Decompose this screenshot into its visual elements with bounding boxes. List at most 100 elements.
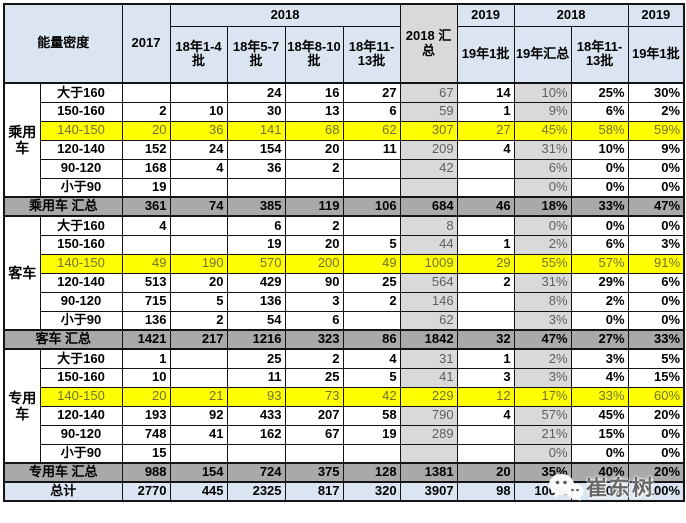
data-cell[interactable]: 2 bbox=[342, 291, 401, 312]
data-cell[interactable]: 30% bbox=[627, 82, 685, 103]
data-cell[interactable]: 42 bbox=[399, 158, 458, 179]
data-cell[interactable]: 433 bbox=[226, 405, 286, 426]
data-cell[interactable]: 162 bbox=[226, 424, 286, 445]
data-cell[interactable] bbox=[169, 177, 228, 198]
data-cell[interactable]: 41 bbox=[399, 367, 458, 388]
data-cell[interactable]: 0% bbox=[627, 443, 685, 464]
data-cell[interactable]: 5 bbox=[342, 234, 401, 255]
data-cell[interactable]: 14 bbox=[456, 82, 515, 103]
data-cell[interactable]: 11 bbox=[342, 139, 401, 160]
data-cell[interactable] bbox=[169, 443, 228, 464]
data-cell[interactable]: 429 bbox=[226, 272, 286, 293]
data-cell[interactable]: 73 bbox=[284, 386, 344, 407]
range-label[interactable]: 大于160 bbox=[39, 82, 123, 103]
data-cell[interactable]: 3% bbox=[513, 310, 572, 331]
summary-cell[interactable]: 20% bbox=[627, 462, 685, 483]
total-cell[interactable]: 320 bbox=[342, 481, 401, 502]
range-label[interactable]: 140-150 bbox=[39, 120, 123, 141]
data-cell[interactable] bbox=[342, 310, 401, 331]
summary-cell[interactable]: 40% bbox=[570, 462, 629, 483]
group-header-2019a[interactable]: 2019 bbox=[456, 3, 515, 27]
data-cell[interactable]: 31% bbox=[513, 272, 572, 293]
total-cell[interactable]: 3907 bbox=[399, 481, 458, 502]
data-cell[interactable]: 2 bbox=[284, 348, 344, 369]
data-cell[interactable]: 6% bbox=[570, 234, 629, 255]
col-header-19-sum[interactable]: 19年汇总 bbox=[513, 25, 572, 84]
data-cell[interactable]: 5% bbox=[627, 348, 685, 369]
range-label[interactable]: 小于90 bbox=[39, 310, 123, 331]
data-cell[interactable] bbox=[284, 443, 344, 464]
data-cell[interactable] bbox=[342, 177, 401, 198]
data-cell[interactable]: 136 bbox=[121, 310, 171, 331]
data-cell[interactable] bbox=[456, 215, 515, 236]
data-cell[interactable]: 45% bbox=[513, 120, 572, 141]
data-cell[interactable]: 2% bbox=[570, 291, 629, 312]
summary-cell[interactable]: 33% bbox=[570, 196, 629, 217]
range-label[interactable]: 150-160 bbox=[39, 367, 123, 388]
data-cell[interactable]: 33% bbox=[570, 386, 629, 407]
data-cell[interactable]: 2 bbox=[284, 158, 344, 179]
data-cell[interactable]: 0% bbox=[570, 215, 629, 236]
data-cell[interactable] bbox=[169, 348, 228, 369]
data-cell[interactable]: 10 bbox=[121, 367, 171, 388]
data-cell[interactable]: 15 bbox=[121, 443, 171, 464]
range-label[interactable]: 大于160 bbox=[39, 215, 123, 236]
range-label[interactable]: 150-160 bbox=[39, 234, 123, 255]
summary-label[interactable]: 客车 汇总 bbox=[3, 329, 123, 350]
data-cell[interactable]: 24 bbox=[226, 82, 286, 103]
data-cell[interactable]: 1 bbox=[456, 101, 515, 122]
total-cell[interactable]: 2770 bbox=[121, 481, 171, 502]
data-cell[interactable] bbox=[169, 215, 228, 236]
summary-cell[interactable]: 1421 bbox=[121, 329, 171, 350]
data-cell[interactable]: 4 bbox=[121, 215, 171, 236]
data-cell[interactable]: 1009 bbox=[399, 253, 458, 274]
data-cell[interactable]: 6% bbox=[627, 272, 685, 293]
range-label[interactable]: 140-150 bbox=[39, 386, 123, 407]
summary-cell[interactable]: 361 bbox=[121, 196, 171, 217]
summary-cell[interactable]: 47% bbox=[513, 329, 572, 350]
data-cell[interactable]: 27 bbox=[342, 82, 401, 103]
data-cell[interactable]: 207 bbox=[284, 405, 344, 426]
data-cell[interactable]: 564 bbox=[399, 272, 458, 293]
summary-cell[interactable]: 1216 bbox=[226, 329, 286, 350]
data-cell[interactable] bbox=[456, 177, 515, 198]
summary-cell[interactable]: 375 bbox=[284, 462, 344, 483]
corner-header[interactable]: 能量密度 bbox=[3, 3, 123, 84]
data-cell[interactable]: 5 bbox=[169, 291, 228, 312]
range-label[interactable]: 大于160 bbox=[39, 348, 123, 369]
data-cell[interactable]: 715 bbox=[121, 291, 171, 312]
data-cell[interactable]: 8 bbox=[399, 215, 458, 236]
data-cell[interactable]: 748 bbox=[121, 424, 171, 445]
data-cell[interactable]: 0% bbox=[627, 215, 685, 236]
data-cell[interactable]: 4 bbox=[342, 348, 401, 369]
data-cell[interactable] bbox=[121, 234, 171, 255]
data-cell[interactable]: 0% bbox=[570, 310, 629, 331]
data-cell[interactable] bbox=[342, 158, 401, 179]
data-cell[interactable]: 59 bbox=[399, 101, 458, 122]
data-cell[interactable]: 31 bbox=[399, 348, 458, 369]
data-cell[interactable]: 19 bbox=[342, 424, 401, 445]
category-label[interactable]: 专用车 bbox=[3, 348, 41, 464]
data-cell[interactable] bbox=[456, 443, 515, 464]
range-label[interactable]: 150-160 bbox=[39, 101, 123, 122]
summary-cell[interactable]: 32 bbox=[456, 329, 515, 350]
data-cell[interactable]: 54 bbox=[226, 310, 286, 331]
data-cell[interactable]: 92 bbox=[169, 405, 228, 426]
data-cell[interactable]: 168 bbox=[121, 158, 171, 179]
data-cell[interactable]: 6 bbox=[226, 215, 286, 236]
summary-cell[interactable]: 35% bbox=[513, 462, 572, 483]
data-cell[interactable]: 19 bbox=[121, 177, 171, 198]
col-header-18-batch11-13-pct[interactable]: 18年11-13批 bbox=[570, 25, 629, 84]
data-cell[interactable]: 3 bbox=[284, 291, 344, 312]
data-cell[interactable]: 3% bbox=[627, 234, 685, 255]
data-cell[interactable]: 90 bbox=[284, 272, 344, 293]
data-cell[interactable]: 49 bbox=[342, 253, 401, 274]
data-cell[interactable] bbox=[226, 177, 286, 198]
data-cell[interactable]: 0% bbox=[513, 443, 572, 464]
data-cell[interactable]: 513 bbox=[121, 272, 171, 293]
data-cell[interactable]: 10% bbox=[570, 139, 629, 160]
data-cell[interactable] bbox=[399, 443, 458, 464]
data-cell[interactable]: 200 bbox=[284, 253, 344, 274]
col-header-batch-8-10[interactable]: 18年8-10批 bbox=[284, 25, 344, 84]
total-label[interactable]: 总计 bbox=[3, 481, 123, 502]
